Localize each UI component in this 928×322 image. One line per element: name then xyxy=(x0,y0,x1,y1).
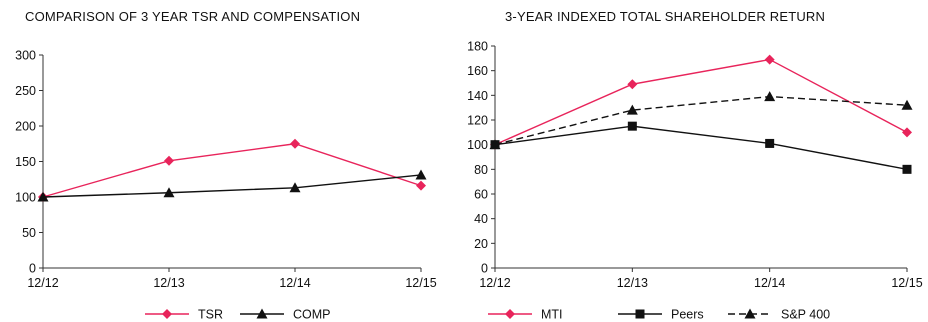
y-tick-label: 180 xyxy=(467,40,488,54)
data-point-marker xyxy=(164,156,174,166)
indexed-tsr-plot: 0 20 40 60 80 100 120 140 160 180 12/12 12/13 12/14 1… xyxy=(450,0,928,322)
data-point-marker xyxy=(416,169,427,179)
data-point-marker xyxy=(290,139,300,149)
data-point-marker xyxy=(416,181,426,191)
legend-label: MTI xyxy=(541,308,563,322)
y-tick-label: 250 xyxy=(15,84,36,98)
x-tick-label: 12/14 xyxy=(754,276,785,290)
legend-label: S&P 400 xyxy=(781,308,830,322)
data-point-marker xyxy=(902,127,912,137)
y-tick-label: 20 xyxy=(474,237,488,251)
y-tick-label: 40 xyxy=(474,212,488,226)
legend-label: TSR xyxy=(198,308,223,322)
legend-label: COMP xyxy=(293,308,331,322)
data-point-marker xyxy=(764,91,775,101)
series-line-comp xyxy=(43,175,421,197)
y-tick-label: 60 xyxy=(474,188,488,202)
y-tick-label: 0 xyxy=(29,262,36,276)
y-tick-label: 200 xyxy=(15,120,36,134)
y-tick-label: 160 xyxy=(467,64,488,78)
x-tick-label: 12/12 xyxy=(479,276,510,290)
y-tick-label: 300 xyxy=(15,49,36,63)
y-tick-label: 120 xyxy=(467,114,488,128)
data-point-marker xyxy=(765,139,774,148)
x-tick-label: 12/13 xyxy=(617,276,648,290)
y-tick-label: 0 xyxy=(481,262,488,276)
x-tick-label: 12/15 xyxy=(891,276,922,290)
data-point-marker xyxy=(765,55,775,65)
x-tick-label: 12/13 xyxy=(153,276,184,290)
y-tick-label: 140 xyxy=(467,89,488,103)
legend-marker xyxy=(162,309,172,319)
legend-marker xyxy=(636,310,645,319)
legend-label: Peers xyxy=(671,308,704,322)
data-point-marker xyxy=(628,122,637,131)
y-tick-label: 100 xyxy=(467,138,488,152)
indexed-tsr-chart: 3-YEAR INDEXED TOTAL SHAREHOLDER RETURN … xyxy=(450,0,928,322)
tsr-compensation-chart: COMPARISON OF 3 YEAR TSR AND COMPENSATIO… xyxy=(0,0,450,322)
data-point-marker xyxy=(903,165,912,174)
x-tick-label: 12/15 xyxy=(405,276,436,290)
series-line-mti xyxy=(495,60,907,145)
y-tick-label: 150 xyxy=(15,155,36,169)
series-line-peers xyxy=(495,126,907,169)
legend-marker xyxy=(505,309,515,319)
y-tick-label: 50 xyxy=(22,226,36,240)
series-line-s-p-400 xyxy=(495,97,907,145)
data-point-marker xyxy=(627,79,637,89)
tsr-compensation-plot: 0 50 100 150 200 250 300 12/12 12/13 12/14 12/15 TS… xyxy=(0,0,450,322)
y-tick-label: 100 xyxy=(15,191,36,205)
x-tick-label: 12/14 xyxy=(279,276,310,290)
series-line-tsr xyxy=(43,144,421,197)
y-tick-label: 80 xyxy=(474,163,488,177)
x-tick-label: 12/12 xyxy=(27,276,58,290)
